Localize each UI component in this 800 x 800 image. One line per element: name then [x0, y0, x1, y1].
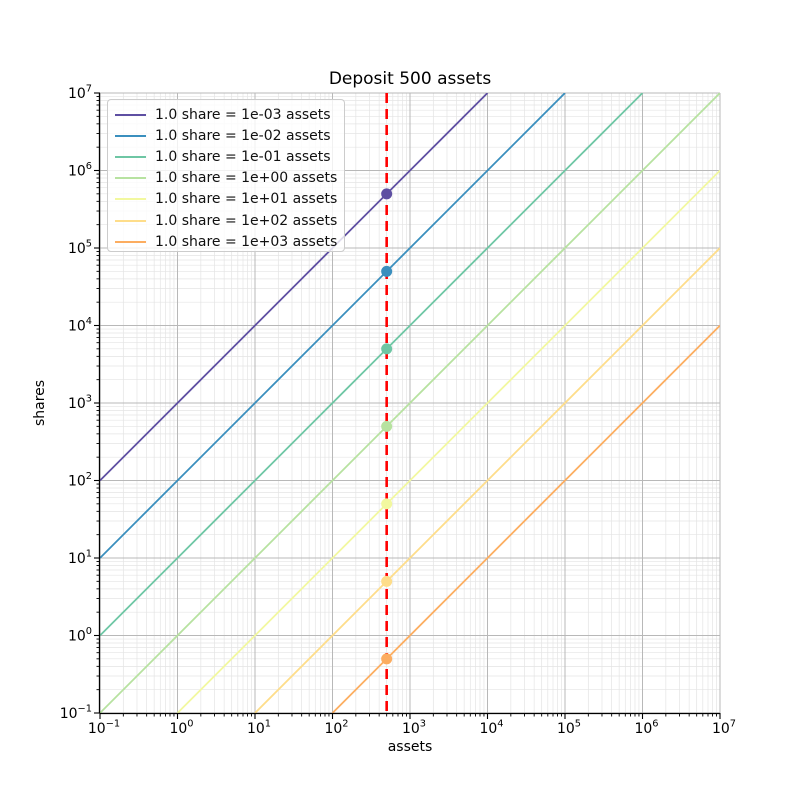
legend-label: 1.0 share = 1e-03 assets: [155, 106, 331, 123]
legend-item: 1.0 share = 1e-03 assets: [115, 104, 344, 125]
intersection-marker: [381, 575, 393, 587]
y-tick-label: 106: [68, 161, 92, 180]
legend-line-swatch: [115, 113, 146, 116]
series-line: [331, 324, 720, 713]
y-tick-label: 102: [68, 471, 92, 490]
intersection-marker: [381, 343, 393, 355]
y-tick-label: 103: [68, 394, 92, 413]
series-line: [176, 169, 720, 713]
legend-label: 1.0 share = 1e-01 assets: [155, 148, 331, 165]
x-axis-label: assets: [387, 739, 433, 755]
intersection-marker: [381, 498, 393, 510]
y-tick-label: 104: [68, 316, 92, 335]
intersection-marker: [381, 188, 393, 200]
legend-label: 1.0 share = 1e+01 assets: [155, 191, 338, 208]
legend-line-swatch: [115, 177, 146, 180]
x-tick-label: 10−1: [88, 719, 120, 738]
chart-title: Deposit 500 assets: [328, 69, 492, 89]
tick-labels: 10−1 100 101 102 103 104 105 106 107 10−1 100 101 10…: [60, 84, 736, 738]
legend-line-swatch: [115, 198, 146, 201]
legend: 1.0 share = 1e-03 assets 1.0 share = 1e-0…: [107, 99, 345, 252]
legend-item: 1.0 share = 1e-01 assets: [115, 146, 344, 167]
x-tick-label: 106: [634, 719, 658, 738]
legend-label: 1.0 share = 1e+02 assets: [155, 212, 338, 229]
intersection-marker: [381, 265, 393, 277]
series-line: [100, 93, 644, 637]
y-tick-label: 105: [68, 239, 92, 258]
series-line: [254, 247, 720, 713]
tick-marks: [94, 92, 721, 719]
legend-item: 1.0 share = 1e+02 assets: [115, 210, 344, 231]
y-tick-label: 10−1: [60, 704, 92, 723]
legend-label: 1.0 share = 1e+03 assets: [155, 233, 338, 250]
legend-line-swatch: [115, 134, 146, 137]
series-lines: [100, 93, 720, 713]
x-tick-label: 102: [324, 719, 348, 738]
series-line: [100, 93, 489, 482]
legend-item: 1.0 share = 1e+00 assets: [115, 168, 344, 189]
series-line: [100, 93, 566, 559]
legend-line-swatch: [115, 240, 146, 243]
x-tick-label: 104: [479, 719, 503, 738]
x-tick-label: 101: [247, 719, 271, 738]
y-tick-label: 100: [68, 626, 92, 645]
x-tick-label: 100: [169, 719, 193, 738]
legend-item: 1.0 share = 1e+01 assets: [115, 189, 344, 210]
y-tick-label: 107: [68, 84, 92, 103]
legend-item: 1.0 share = 1e+03 assets: [115, 231, 344, 252]
y-axis-label: shares: [32, 379, 48, 427]
legend-line-swatch: [115, 219, 146, 222]
y-tick-label: 101: [68, 549, 92, 568]
x-tick-label: 103: [402, 719, 426, 738]
legend-label: 1.0 share = 1e+00 assets: [155, 170, 338, 187]
intersection-marker: [381, 653, 393, 665]
legend-line-swatch: [115, 155, 146, 158]
markers: [381, 188, 393, 665]
intersection-marker: [381, 420, 393, 432]
legend-item: 1.0 share = 1e-02 assets: [115, 125, 344, 146]
legend-label: 1.0 share = 1e-02 assets: [155, 127, 331, 144]
x-tick-label: 107: [712, 719, 736, 738]
x-tick-label: 105: [557, 719, 581, 738]
series-line: [100, 93, 720, 713]
